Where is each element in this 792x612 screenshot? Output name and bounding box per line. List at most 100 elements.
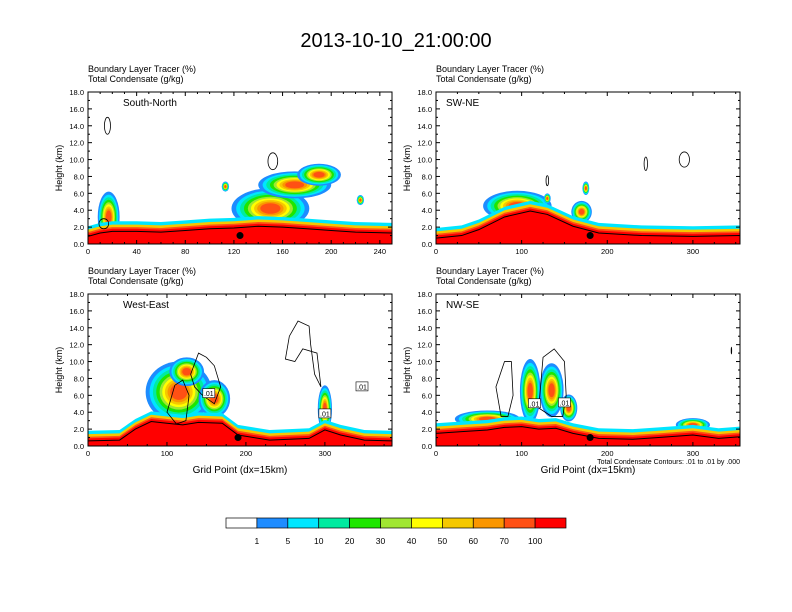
location-marker — [236, 232, 244, 240]
contour-label: .01 — [530, 401, 540, 408]
y-tick-label: 8.0 — [74, 172, 84, 181]
x-tick-label: 160 — [276, 247, 289, 256]
plot-area — [436, 92, 740, 244]
x-tick-label: 200 — [325, 247, 338, 256]
y-axis-label: Height (km) — [402, 347, 412, 394]
colorbar-swatch — [225, 517, 258, 529]
tracer-plume — [182, 367, 192, 376]
y-tick-label: 14.0 — [69, 324, 84, 333]
colorbar-swatch — [318, 517, 350, 529]
contour-label: .01 — [204, 391, 214, 398]
panel-nw-se: .01 .01 0.0 2.0 4.0 6.0 8.0 10.0 12.0 14.0 16.0 18.… — [402, 266, 741, 476]
tracer-band-core — [436, 208, 740, 244]
y-tick-label: 12.0 — [417, 139, 432, 148]
y-tick-label: 14.0 — [417, 324, 432, 333]
x-tick-label: 0 — [86, 247, 90, 256]
contour-label-box — [558, 397, 571, 408]
y-tick-label: 2.0 — [422, 425, 432, 434]
y-axis-label: Height (km) — [54, 347, 64, 394]
y-tick-label: 18.0 — [417, 290, 432, 299]
condensate-contour — [267, 152, 279, 171]
colorbar-swatch — [256, 517, 289, 529]
main-title: 2013-10-10_21:00:00 — [300, 30, 492, 52]
colorbar-label: 30 — [376, 536, 386, 546]
y-tick-label: 2.0 — [74, 223, 84, 232]
y-tick-label: 10.0 — [417, 358, 432, 367]
condensate-contour — [730, 346, 733, 355]
contour-footnote: Total Condensate Contours: .01 to .01 by… — [597, 459, 740, 466]
plot-area: .01 .01 — [436, 294, 740, 446]
terrain-line — [88, 420, 392, 442]
x-tick-label: 120 — [228, 247, 241, 256]
contour-label-box — [202, 388, 216, 398]
y-tick-label: 18.0 — [69, 290, 84, 299]
tracer-plume — [546, 197, 549, 200]
y-tick-label: 2.0 — [74, 425, 84, 434]
condensate-contour — [495, 361, 514, 417]
y-axis-label: Height (km) — [54, 145, 64, 192]
panel-sw-ne: 0.0 2.0 4.0 6.0 8.0 10.0 12.0 14.0 16.0 18.0 0 100 2… — [402, 64, 741, 256]
tracer-plume — [527, 382, 533, 400]
y-tick-label: 4.0 — [74, 408, 84, 417]
y-tick-label: 18.0 — [69, 88, 84, 97]
y-tick-label: 10.0 — [69, 156, 84, 165]
y-axis-label: Height (km) — [402, 145, 412, 192]
colorbar-label: 50 — [438, 536, 448, 546]
condensate-contour — [190, 352, 222, 405]
colorbar-label: 20 — [345, 536, 355, 546]
colorbar-label: 70 — [499, 536, 509, 546]
y-tick-label: 0.0 — [422, 442, 432, 451]
y-tick-label: 6.0 — [74, 391, 84, 400]
y-tick-label: 8.0 — [422, 374, 432, 383]
condensate-contour — [538, 348, 567, 417]
y-tick-label: 6.0 — [74, 189, 84, 198]
contour-label-box — [318, 408, 332, 419]
y-tick-label: 14.0 — [69, 122, 84, 131]
x-tick-label: 300 — [319, 449, 332, 458]
y-tick-label: 4.0 — [422, 206, 432, 215]
tracer-plume — [285, 181, 305, 189]
x-tick-label: 40 — [132, 247, 140, 256]
x-tick-label: 200 — [601, 247, 614, 256]
condensate-contour — [545, 175, 550, 187]
tracer-plume — [578, 209, 585, 215]
location-marker — [234, 434, 242, 442]
y-tick-label: 12.0 — [69, 139, 84, 148]
location-marker — [586, 434, 594, 442]
tracer-plume — [313, 171, 325, 178]
y-tick-label: 16.0 — [69, 105, 84, 114]
annotation-tracer: Boundary Layer Tracer (%) — [88, 266, 196, 276]
x-axis-label: Grid Point (dx=15km) — [193, 465, 288, 476]
annotation-tracer: Boundary Layer Tracer (%) — [88, 64, 196, 74]
y-tick-label: 2.0 — [422, 223, 432, 232]
colorbar-swatch — [349, 517, 381, 529]
y-tick-label: 0.0 — [74, 240, 84, 249]
colorbar-label: 40 — [407, 536, 417, 546]
panel-south-north: 0.0 2.0 4.0 6.0 8.0 10.0 12.0 14.0 16.0 18.0 0 40 80… — [54, 64, 393, 256]
colorbar-swatch — [442, 517, 474, 529]
panel-label: South-North — [123, 98, 177, 109]
panel-west-east: .01 .01 .01 0.0 2.0 4.0 6.0 8.0 10.0 12.0 14.0 16.0… — [54, 266, 393, 476]
y-tick-label: 4.0 — [74, 206, 84, 215]
annotation-condensate: Total Condensate (g/kg) — [88, 276, 184, 286]
y-tick-label: 6.0 — [422, 391, 432, 400]
condensate-contour — [643, 156, 648, 171]
y-tick-label: 4.0 — [422, 408, 432, 417]
tracer-plume — [170, 384, 188, 400]
y-tick-label: 10.0 — [69, 358, 84, 367]
terrain-line — [436, 426, 740, 440]
panel-label: SW-NE — [446, 98, 479, 109]
x-tick-label: 80 — [181, 247, 189, 256]
panel-label: NW-SE — [446, 300, 479, 311]
tracer-plume — [548, 383, 555, 398]
condensate-contour — [284, 320, 322, 388]
y-tick-label: 16.0 — [417, 307, 432, 316]
x-tick-label: 300 — [687, 449, 700, 458]
condensate-contour — [104, 116, 111, 135]
colorbar-label: 5 — [285, 536, 290, 546]
contour-label-box — [528, 398, 541, 409]
colorbar-label: 100 — [528, 536, 542, 546]
x-tick-label: 0 — [86, 449, 90, 458]
x-tick-label: 300 — [687, 247, 700, 256]
